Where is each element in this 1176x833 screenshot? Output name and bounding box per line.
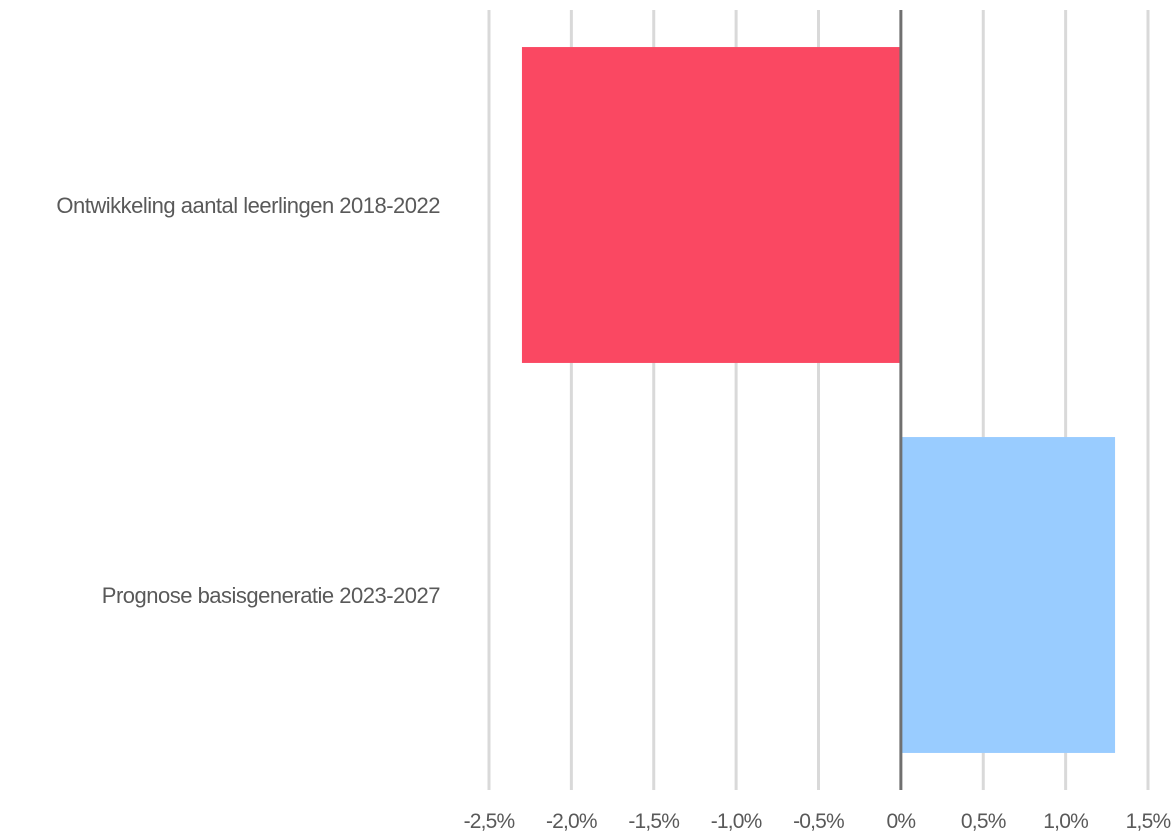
x-tick-label: -1,5% <box>628 810 679 833</box>
x-tick-label: 1,5% <box>1126 810 1171 833</box>
x-tick-label: -2,5% <box>464 810 515 833</box>
category-label: Ontwikkeling aantal leerlingen 2018-2022 <box>56 193 440 218</box>
x-tick-label: 0% <box>886 810 915 833</box>
x-tick-label: -1,0% <box>711 810 762 833</box>
bar-1 <box>521 47 901 363</box>
bar-2 <box>900 437 1116 753</box>
category-label: Prognose basisgeneratie 2023-2027 <box>102 583 440 608</box>
x-tick-label: -2,0% <box>546 810 597 833</box>
label-layer: -2,5% -2,0% -1,5% -1,0% -0,5% 0% 0,5% 1,0% 1,5% O… <box>56 193 1171 833</box>
x-tick-label: 0,5% <box>961 810 1006 833</box>
x-tick-label: -0,5% <box>793 810 844 833</box>
x-tick-label: 1,0% <box>1043 810 1088 833</box>
bar-layer <box>521 47 1116 753</box>
